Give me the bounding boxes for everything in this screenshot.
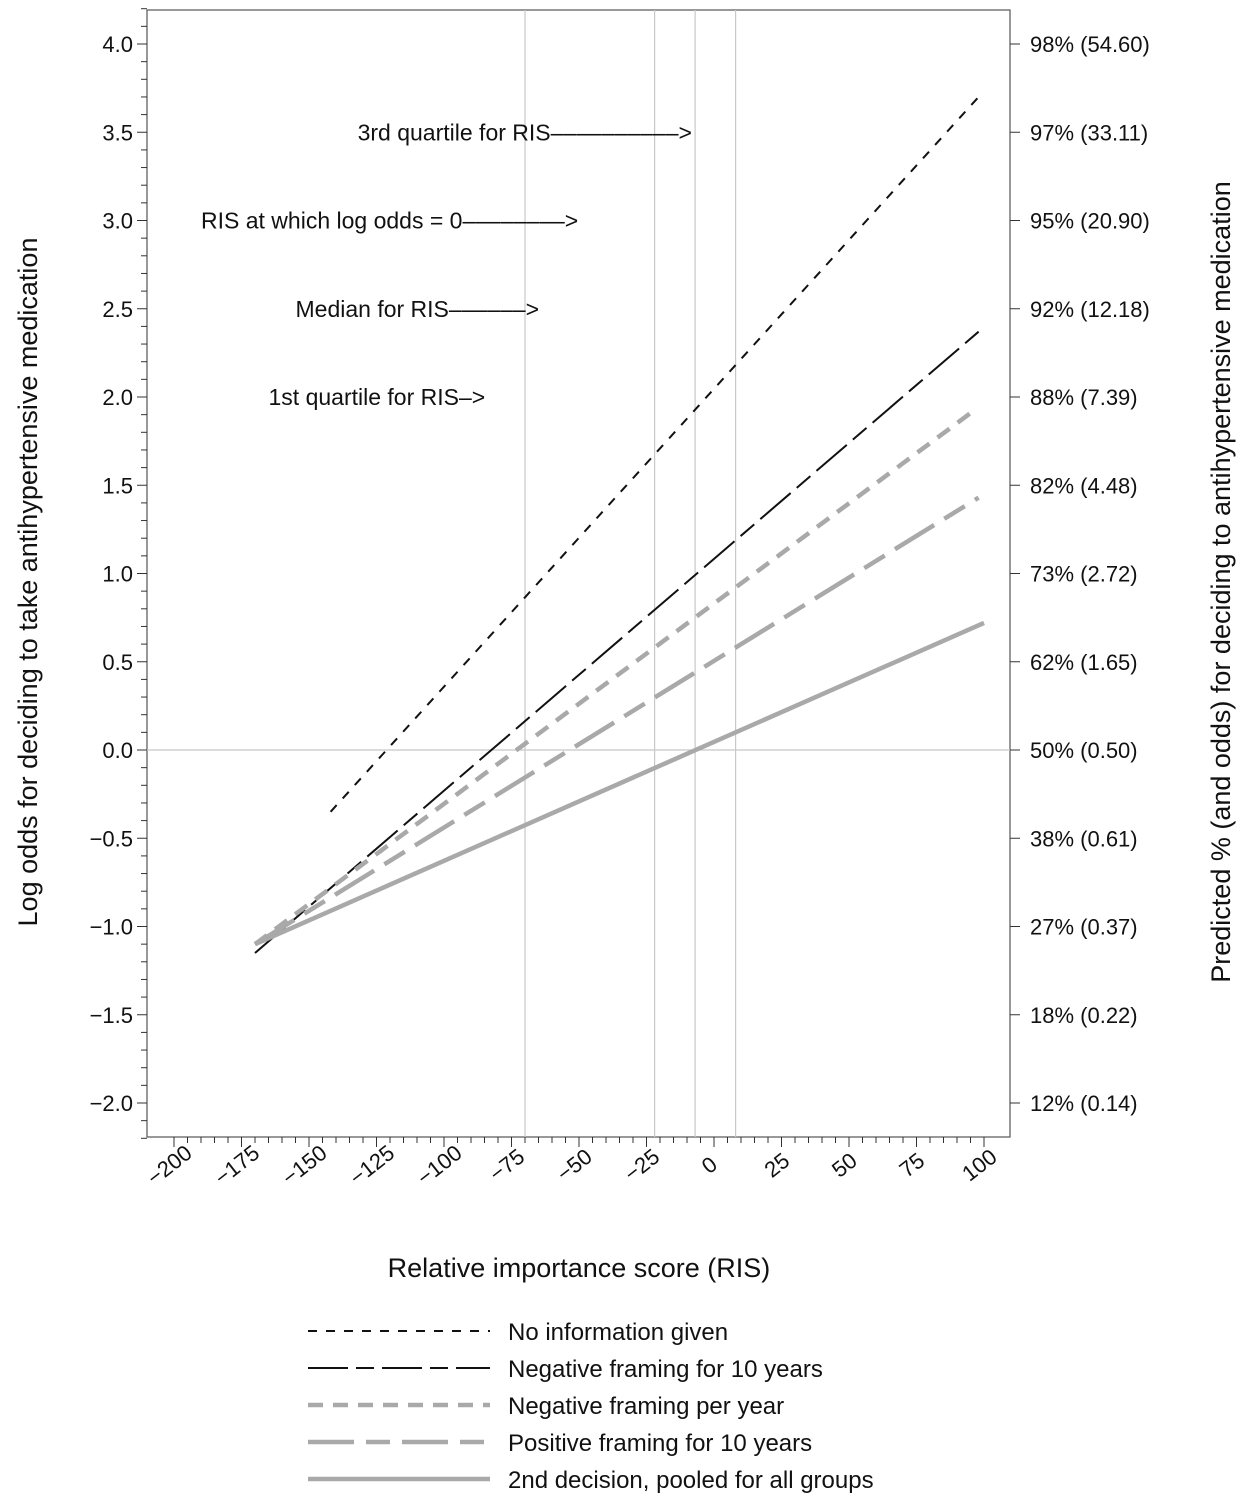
legend-label-2: Negative framing for 10 years [508, 1356, 823, 1383]
y-tick-label: 2.5 [102, 297, 133, 322]
y2-tick-label: 62% (1.65) [1030, 650, 1138, 675]
y-tick-label: 3.0 [102, 209, 133, 234]
x-axis: −200 −175 −150 −125 −100 −75 −50 −25 0 25 50 75 100 [142, 1137, 1002, 1190]
x-tick-label: −25 [619, 1144, 664, 1187]
x-tick-label: −125 [345, 1140, 399, 1190]
legend-label-5: 2nd decision, pooled for all groups [508, 1467, 874, 1494]
y-tick-label: −1.0 [90, 915, 133, 940]
y2-tick-label: 95% (20.90) [1030, 209, 1150, 234]
x-tick-label: −75 [484, 1144, 529, 1187]
y-tick-label: −1.5 [90, 1003, 133, 1028]
y2-tick-label: 38% (0.61) [1030, 826, 1138, 851]
y2-axis: 12% (0.14) 18% (0.22) 27% (0.37) 38% (0.61)… [1010, 32, 1150, 1116]
y2-tick-label: 98% (54.60) [1030, 32, 1150, 57]
x-tick-label: −50 [552, 1144, 597, 1187]
y-tick-label: −2.0 [90, 1091, 133, 1116]
x-tick-label: 25 [760, 1148, 795, 1183]
y2-tick-label: 73% (2.72) [1030, 562, 1138, 587]
annotations: 3rd quartile for RIS––––––––––> RIS at wh… [201, 119, 692, 410]
series-line-4 [253, 495, 980, 947]
y2-tick-label: 12% (0.14) [1030, 1091, 1138, 1116]
y-axis: −2.0 −1.5 −1.0 −0.5 0.0 0.5 1.0 1.5 2.0 2.5 3.0 3.5… [90, 8, 147, 1139]
y-tick-label: −0.5 [90, 826, 133, 851]
y-tick-label: 1.0 [102, 562, 133, 587]
series-lines [253, 96, 985, 954]
x-tick-label: −100 [412, 1140, 466, 1190]
x-tick-label: 50 [827, 1148, 862, 1183]
y2-tick-label: 50% (0.50) [1030, 738, 1138, 763]
y-tick-label: 0.5 [102, 650, 133, 675]
reference-lines [147, 10, 1010, 1137]
x-tick-label: −175 [210, 1140, 264, 1190]
y2-tick-label: 97% (33.11) [1030, 120, 1148, 145]
x-tick-label: 75 [895, 1148, 930, 1183]
annotation-3: Median for RIS––––––> [296, 296, 540, 322]
legend-label-4: Positive framing for 10 years [508, 1430, 812, 1457]
y-tick-label: 1.5 [102, 473, 133, 498]
legend-label-1: No information given [508, 1319, 728, 1346]
series-line-2 [254, 330, 980, 954]
legend-label-3: Negative framing per year [508, 1393, 784, 1420]
plot-frame [146, 9, 1011, 1138]
y-tick-label: 4.0 [102, 32, 133, 57]
x-tick-label: −200 [142, 1140, 196, 1190]
annotation-1: 3rd quartile for RIS––––––––––> [358, 119, 692, 145]
x-tick-label: 0 [697, 1151, 722, 1178]
y-tick-label: 3.5 [102, 120, 133, 145]
y-axis-title: Log odds for deciding to take antihypert… [13, 238, 43, 927]
y-tick-label: 0.0 [102, 738, 133, 763]
x-axis-title: Relative importance score (RIS) [388, 1253, 771, 1283]
y2-tick-label: 92% (12.18) [1030, 297, 1150, 322]
y2-axis-title: Predicted % (and odds) for deciding to a… [1206, 181, 1236, 982]
y2-tick-label: 27% (0.37) [1030, 915, 1138, 940]
x-tick-label: 100 [957, 1144, 1001, 1186]
y2-tick-label: 82% (4.48) [1030, 473, 1138, 498]
x-tick-label: −150 [277, 1140, 331, 1190]
y2-tick-label: 18% (0.22) [1030, 1003, 1138, 1028]
annotation-2: RIS at which log odds = 0––––––––> [201, 208, 578, 234]
y-tick-label: 2.0 [102, 385, 133, 410]
series-line-5 [254, 620, 985, 947]
legend: No information given Negative framing for… [308, 1319, 874, 1494]
y2-tick-label: 88% (7.39) [1030, 385, 1138, 410]
series-line-3 [253, 409, 975, 946]
annotation-4: 1st quartile for RIS–> [269, 384, 486, 410]
